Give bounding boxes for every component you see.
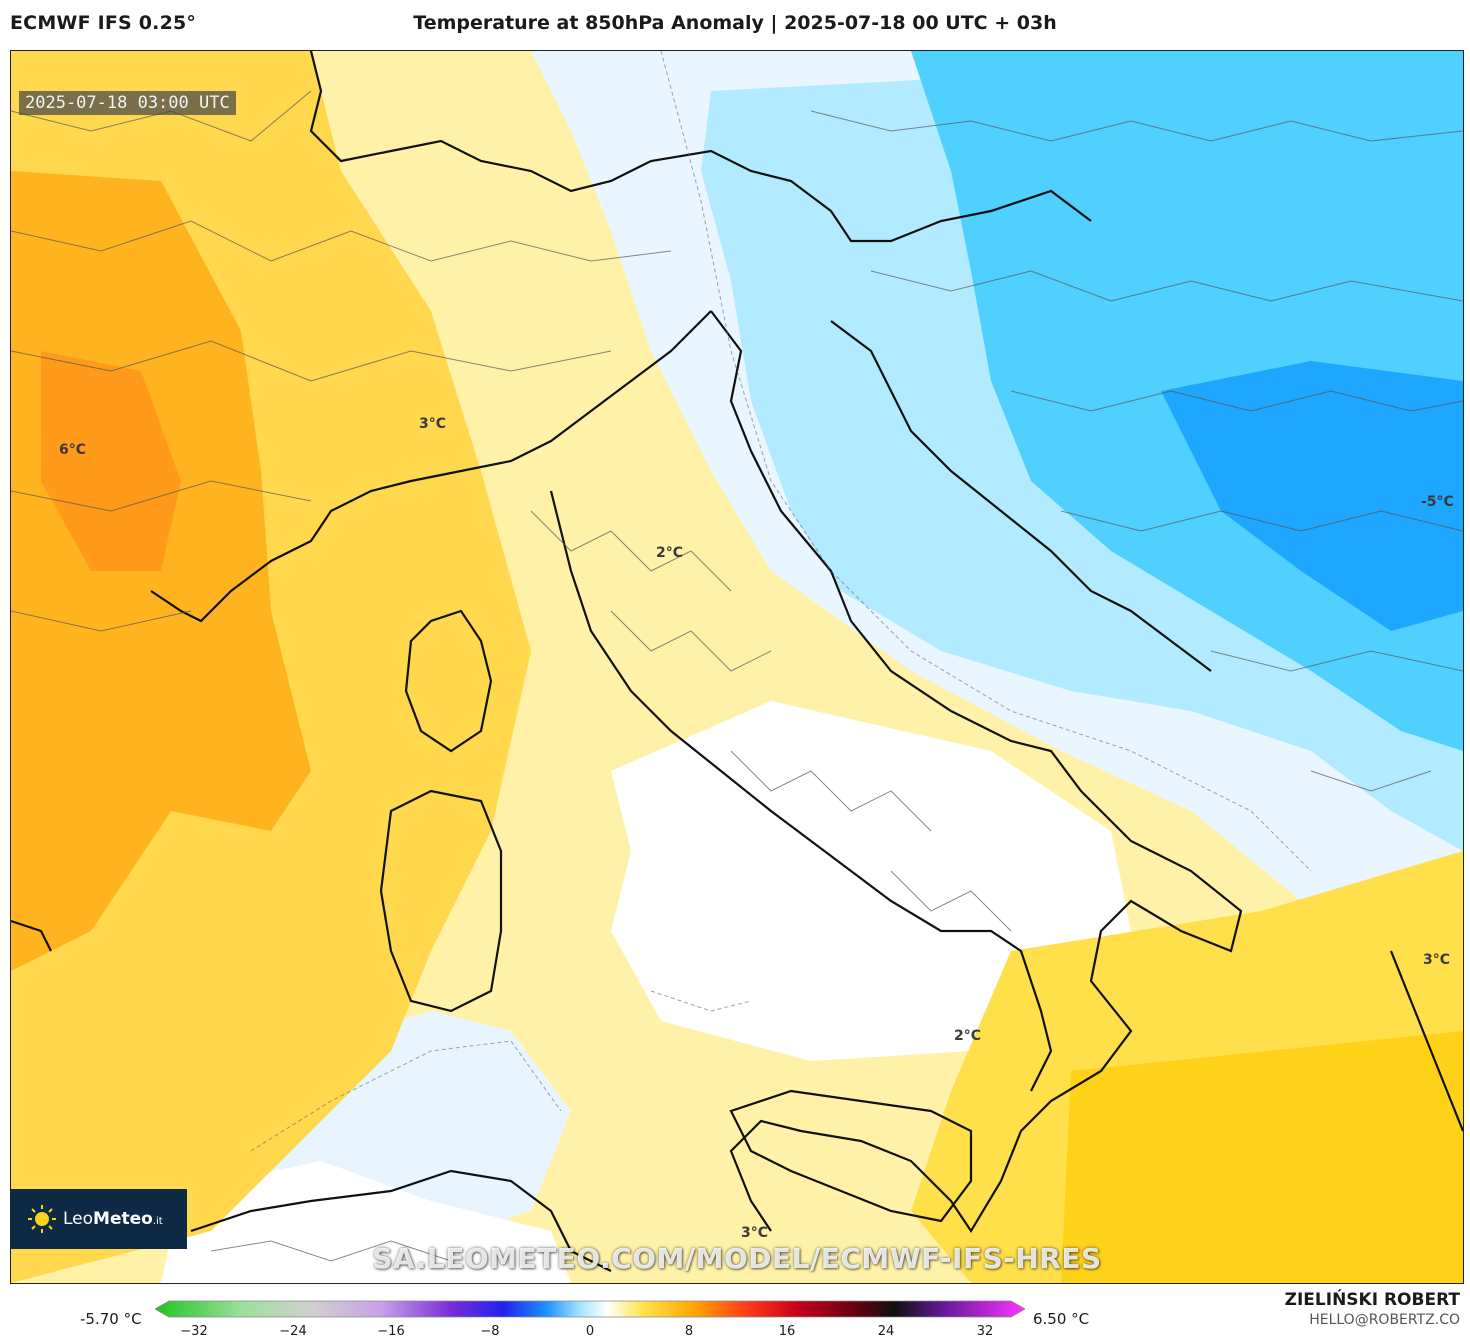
logo-text: LeoMeteo.it	[63, 1209, 163, 1229]
colorbar-tick: −24	[279, 1324, 307, 1339]
sun-icon	[28, 1205, 56, 1233]
colorbar-tick: 32	[976, 1324, 994, 1339]
temperature-anomaly-map	[11, 51, 1463, 1283]
author-credit: ZIELIŃSKI ROBERT HELLO@ROBERTZ.CO	[1285, 1290, 1460, 1328]
colorbar-tick: −32	[180, 1324, 208, 1339]
map-panel: 2025-07-18 03:00 UTC 6°C 3°C 2°C -5°C 3°…	[10, 50, 1464, 1284]
contour-label: 3°C	[419, 416, 447, 432]
leometeo-logo: LeoMeteo.it	[11, 1189, 187, 1249]
field-warm-southeast	[1061, 1031, 1463, 1283]
coastlines	[11, 51, 1463, 1272]
valid-time-label: 2025-07-18 03:00 UTC	[19, 91, 236, 115]
field-neutral-africa	[161, 1161, 571, 1283]
contour-label: 2°C	[954, 1028, 982, 1044]
colorbar-scale	[155, 1300, 1025, 1318]
field-cool-deeper	[1161, 361, 1463, 631]
contour-label: 2°C	[656, 545, 684, 561]
contour-label: -5°C	[1421, 494, 1454, 510]
colorbar-tick: 24	[877, 1324, 895, 1339]
source-watermark: SA.LEOMETEO.COM/MODEL/ECMWF-IFS-HRES	[372, 1242, 1102, 1275]
contour-label: 3°C	[1423, 952, 1451, 968]
contour-lines	[250, 51, 1312, 1152]
author-name: ZIELIŃSKI ROBERT	[1284, 1290, 1460, 1310]
colorbar-tick: 0	[585, 1324, 595, 1339]
colorbar: -5.70 °C −	[0, 1290, 1470, 1339]
colorbar-tick: 16	[778, 1324, 796, 1339]
contour-label: 6°C	[59, 442, 87, 458]
colorbar-tick: 8	[684, 1324, 694, 1339]
colorbar-tick: −8	[480, 1324, 500, 1339]
colorbar-max-label: 6.50 °C	[1033, 1310, 1090, 1328]
model-name: ECMWF IFS 0.25°	[10, 12, 197, 34]
colorbar-tick: −16	[377, 1324, 405, 1339]
admin-borders	[11, 90, 1463, 1262]
author-email: HELLO@ROBERTZ.CO	[1309, 1312, 1460, 1328]
field-warm-deep	[41, 351, 181, 571]
chart-title: Temperature at 850hPa Anomaly | 2025-07-…	[413, 12, 1057, 34]
contour-label: 3°C	[741, 1225, 769, 1241]
field-neutral-south	[611, 701, 1131, 1061]
colorbar-min-label: -5.70 °C	[80, 1310, 142, 1328]
